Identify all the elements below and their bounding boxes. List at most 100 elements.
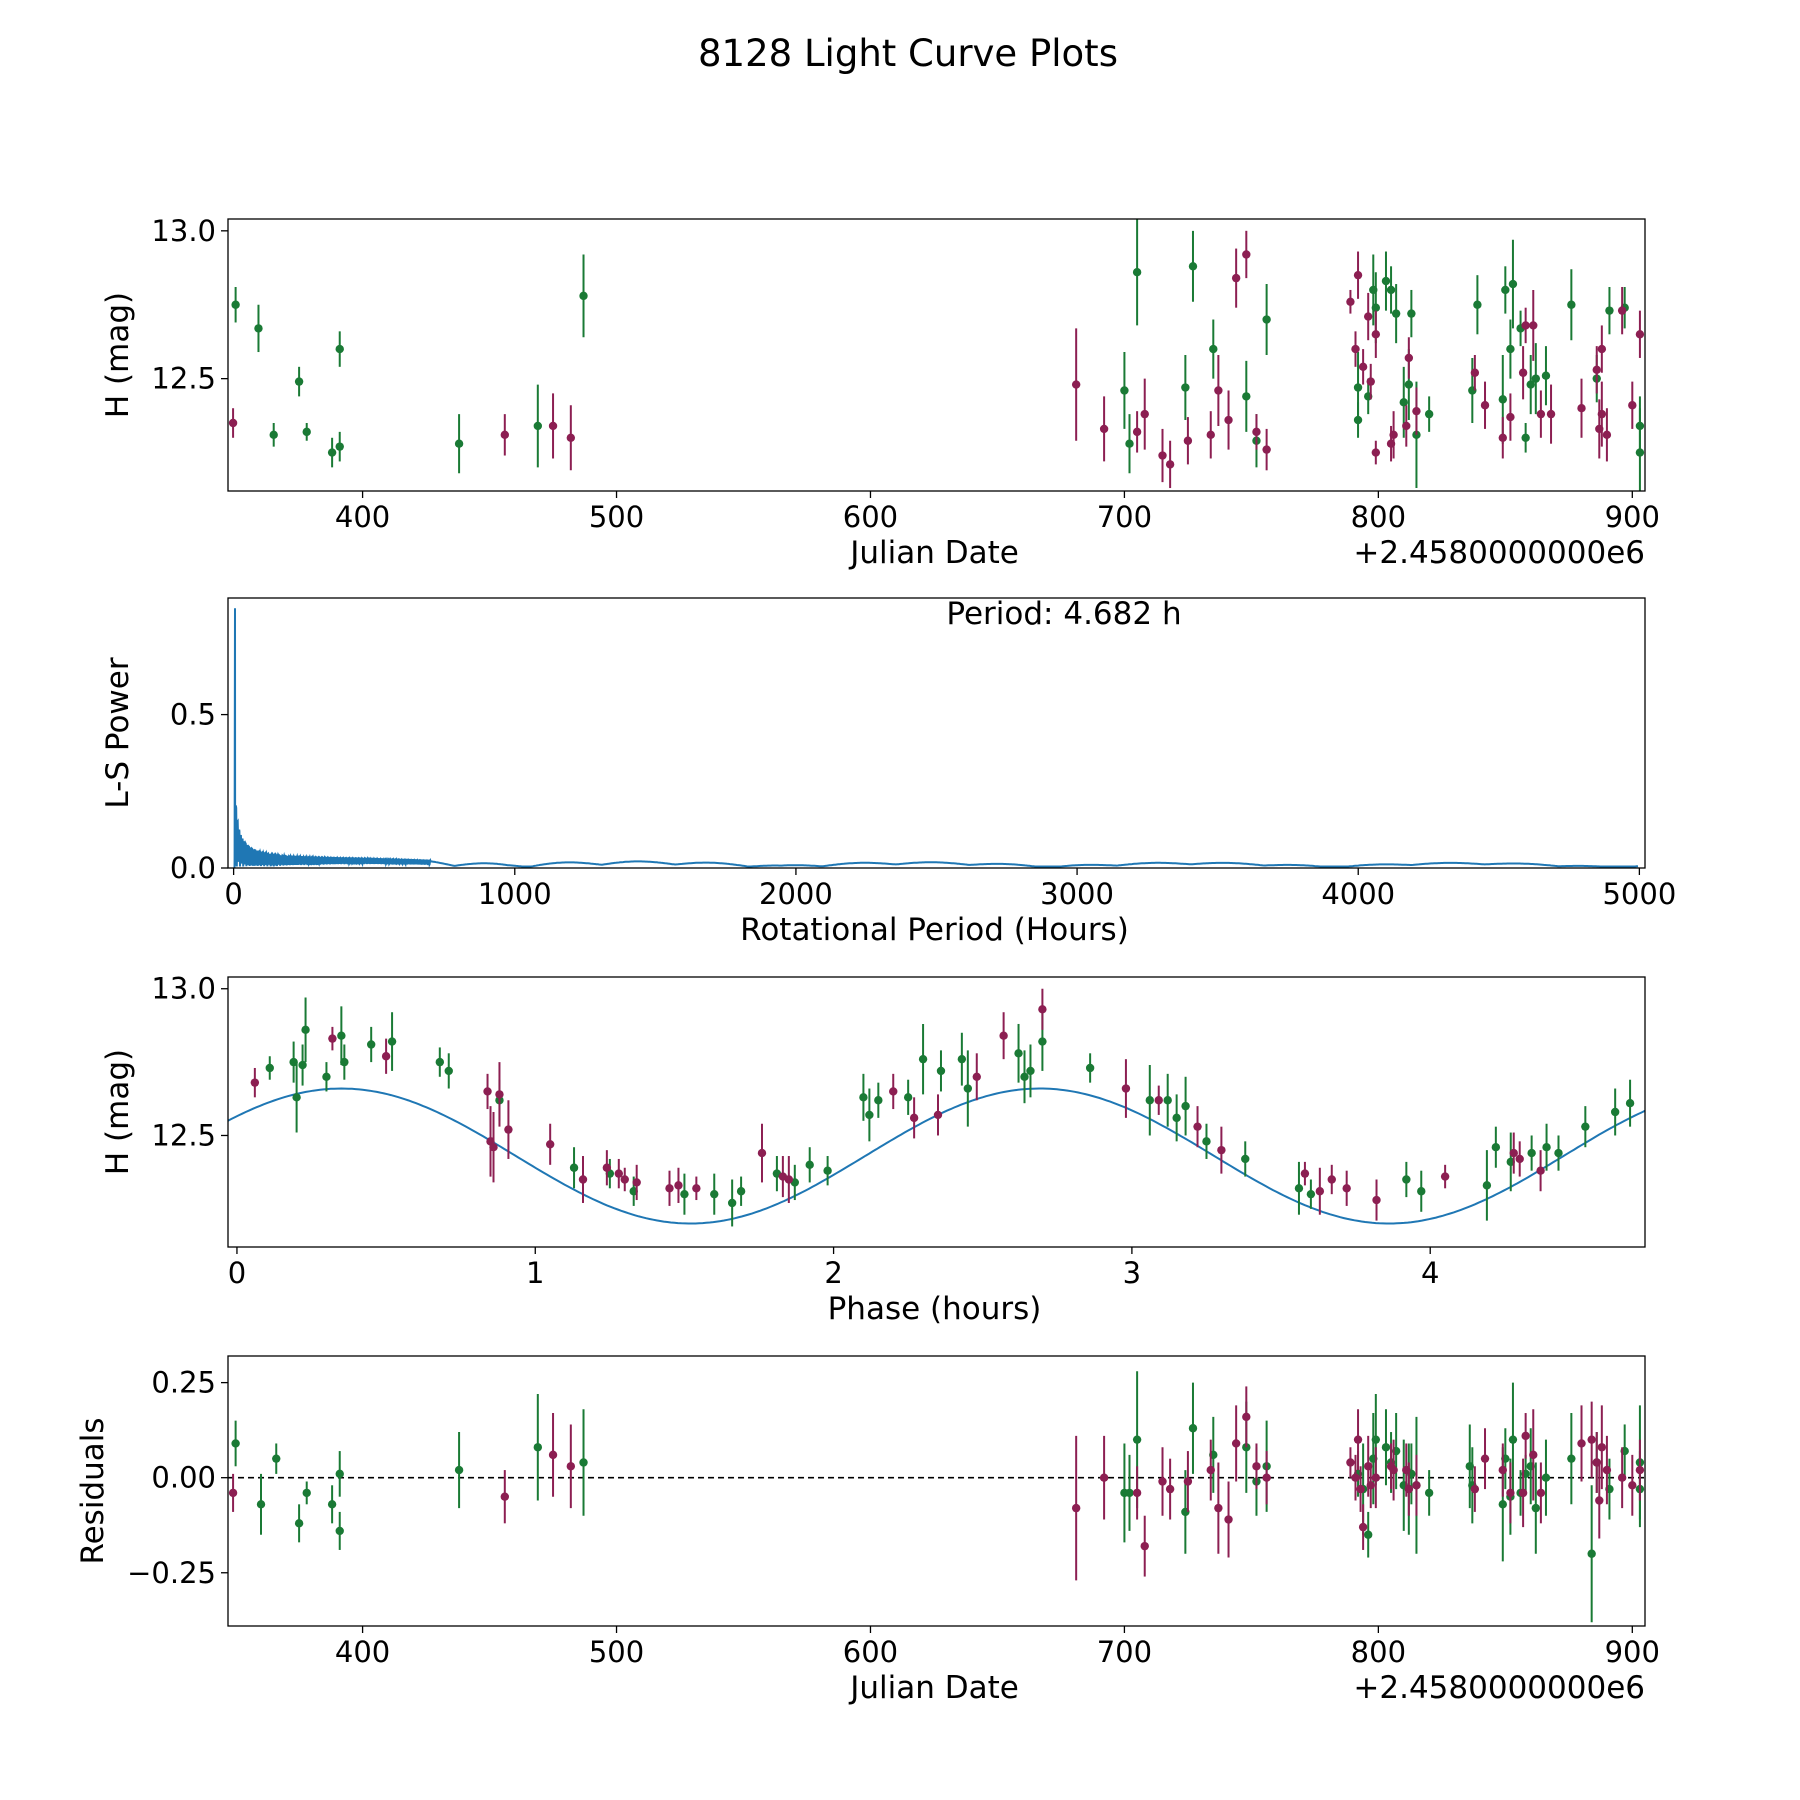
data-point-green: [1386, 285, 1396, 295]
data-point-green: [1125, 1488, 1134, 1498]
data-point-magenta: [1577, 1439, 1586, 1448]
data-point-green: [1473, 300, 1482, 309]
data-point-magenta: [1480, 1454, 1490, 1463]
data-point-magenta: [1158, 1477, 1167, 1486]
data-point-green: [1172, 1113, 1181, 1123]
data-point-magenta: [1389, 430, 1398, 440]
data-point-magenta: [1577, 404, 1586, 413]
data-point-green: [1163, 1096, 1172, 1105]
data-point-green: [294, 1519, 304, 1528]
data-point-green: [294, 377, 304, 386]
data-point-green: [579, 291, 588, 301]
data-point-green: [366, 1040, 376, 1049]
periodogram-panel: Period: 4.682 h 0 1000 2000 3000 4000 5000 0.0 0…: [100, 596, 1676, 948]
data-point-green: [1294, 1184, 1304, 1193]
data-point-magenta: [548, 1450, 558, 1460]
data-point-green: [454, 1465, 464, 1475]
data-point-green: [254, 324, 263, 333]
y-tick-label: 0.0: [170, 851, 216, 885]
data-point-green: [579, 1458, 588, 1467]
x-tick-label: 4: [1421, 1256, 1439, 1290]
data-point-magenta: [757, 1148, 767, 1158]
data-point-magenta: [1506, 412, 1515, 422]
data-point-magenta: [1358, 1522, 1368, 1532]
data-point-magenta: [1206, 1465, 1215, 1475]
data-point-green: [1424, 1488, 1434, 1498]
data-point-magenta: [1529, 1450, 1538, 1460]
data-point-magenta: [1165, 460, 1175, 469]
data-point-green: [1188, 1424, 1198, 1433]
data-point-magenta: [500, 1492, 509, 1501]
data-point-magenta: [1183, 436, 1193, 445]
data-point-magenta: [1521, 1431, 1530, 1441]
data-point-magenta: [1480, 401, 1490, 410]
data-point-green: [1026, 1066, 1035, 1076]
x-tick-label: 1: [526, 1256, 544, 1290]
data-point-green: [1501, 285, 1510, 295]
data-point-green: [1567, 1454, 1576, 1463]
x-tick-label: 400: [335, 1635, 390, 1669]
data-point-magenta: [1440, 1172, 1450, 1181]
data-point-magenta: [1546, 409, 1556, 419]
data-point-magenta: [1262, 1473, 1271, 1482]
data-point-green: [1587, 1549, 1596, 1558]
x-tick-label: 700: [1097, 500, 1152, 534]
data-point-green: [335, 1469, 344, 1479]
data-point-green: [1498, 395, 1507, 404]
data-point-magenta: [483, 1087, 492, 1096]
y-axis-label: H (mag): [100, 1049, 136, 1175]
data-point-magenta: [1597, 409, 1607, 419]
x-axis-label: Rotational Period (Hours): [740, 912, 1129, 948]
data-point-magenta: [1404, 1484, 1414, 1494]
data-point-magenta: [1404, 353, 1414, 363]
data-point-green: [335, 1526, 344, 1536]
data-point-magenta: [1617, 306, 1627, 315]
data-point-magenta: [1140, 409, 1149, 419]
x-tick-label: 900: [1605, 1635, 1660, 1669]
data-point-green: [859, 1093, 868, 1102]
data-point-green: [1014, 1049, 1023, 1058]
data-point-magenta: [1529, 321, 1538, 330]
data-point-green: [1371, 303, 1381, 312]
data-point-green: [1125, 439, 1134, 448]
data-point-magenta: [1366, 377, 1375, 386]
data-point-magenta: [1351, 344, 1360, 354]
data-point-magenta: [1366, 1481, 1375, 1490]
data-point-magenta: [1506, 1488, 1515, 1498]
data-point-magenta: [548, 421, 558, 431]
data-point-green: [1085, 1063, 1095, 1073]
data-point-magenta: [545, 1140, 555, 1149]
x-tick-label: 0: [224, 877, 242, 911]
data-point-green: [1262, 315, 1271, 324]
data-point-green: [1399, 398, 1408, 407]
data-point-magenta: [1536, 1166, 1545, 1175]
data-point-green: [1188, 262, 1198, 271]
data-point-green: [302, 1488, 311, 1498]
y-tick-label: 12.5: [151, 1118, 216, 1152]
data-point-green: [1371, 1435, 1381, 1444]
data-point-green: [1381, 1443, 1391, 1452]
data-point-magenta: [1402, 421, 1411, 431]
axes-frame: [227, 976, 1646, 1248]
y-tick-label: 0.5: [170, 698, 216, 732]
data-point-magenta: [1224, 415, 1233, 425]
data-point-magenta: [1217, 1145, 1226, 1155]
data-point-green: [1527, 1148, 1536, 1158]
data-point-magenta: [665, 1184, 674, 1193]
data-point-green: [269, 430, 278, 440]
data-point-magenta: [1518, 1488, 1528, 1498]
data-point-green: [1531, 1503, 1541, 1513]
data-point-green: [1353, 383, 1363, 392]
x-tick-label: 800: [1351, 500, 1406, 534]
data-point-magenta: [1536, 409, 1546, 419]
data-point-magenta: [632, 1178, 641, 1187]
data-point-green: [1391, 309, 1401, 318]
data-point-green: [918, 1054, 928, 1064]
data-point-green: [1482, 1181, 1492, 1190]
x-axis-label: Julian Date: [848, 1670, 1019, 1706]
data-point-green: [1202, 1137, 1211, 1146]
data-point-magenta: [1518, 368, 1528, 377]
data-point-magenta: [578, 1175, 588, 1184]
data-point-green: [736, 1187, 746, 1196]
